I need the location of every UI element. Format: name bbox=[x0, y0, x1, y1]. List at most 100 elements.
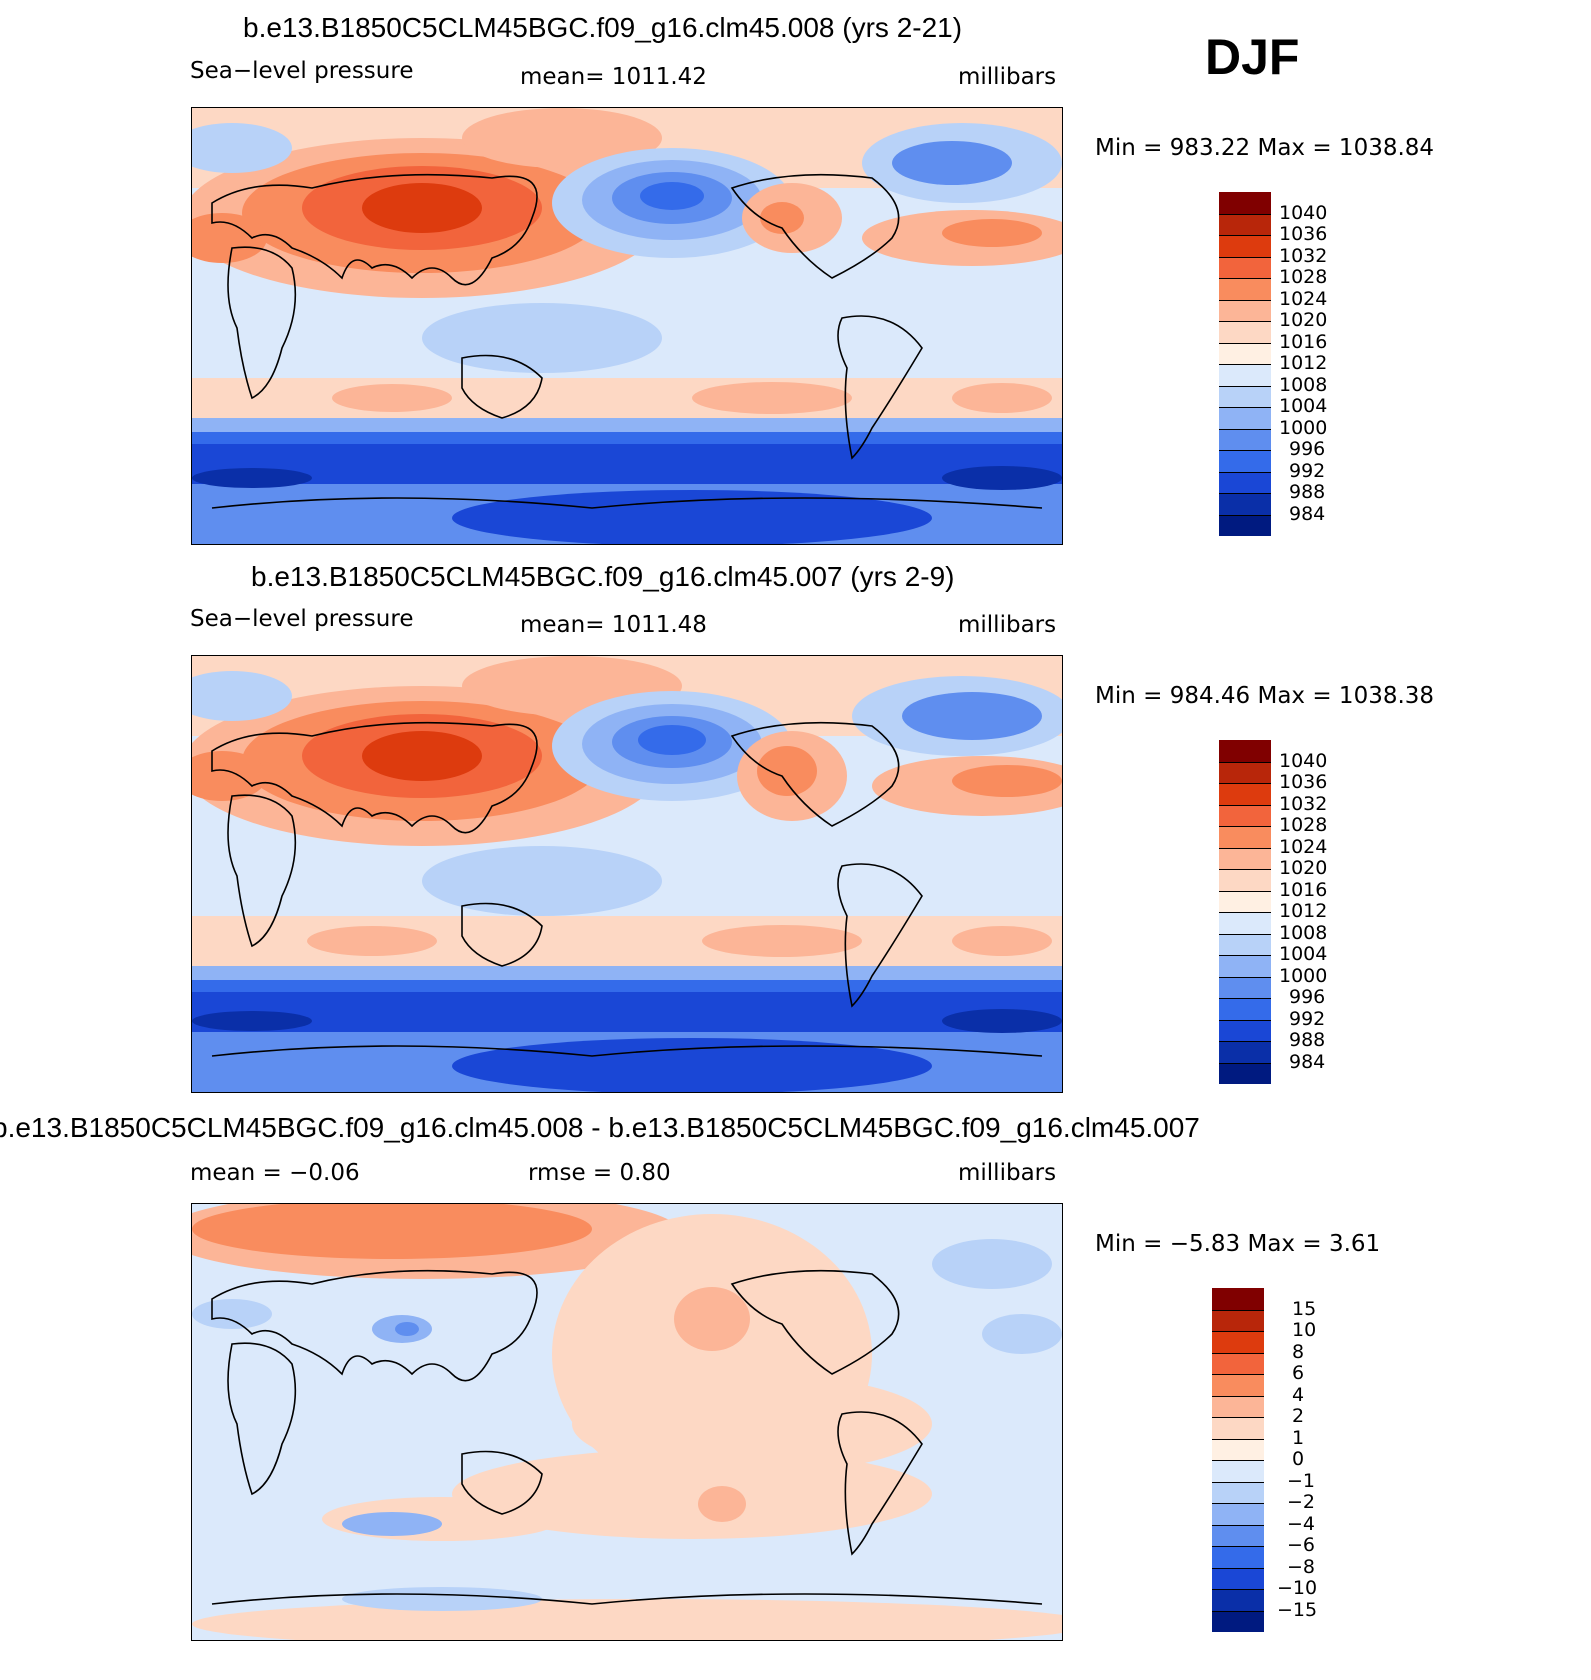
panel2-variable: Sea−level pressure bbox=[190, 606, 414, 632]
panel1-colorbar-label: 1032 bbox=[1279, 245, 1328, 267]
panel2-colorbar-label: 984 bbox=[1289, 1051, 1326, 1073]
panel3-colorbar-label: 2 bbox=[1292, 1405, 1305, 1427]
panel1-colorbar-label: 1000 bbox=[1279, 417, 1328, 439]
panel3-colorbar-label: −1 bbox=[1287, 1470, 1316, 1492]
panel3-units: millibars bbox=[958, 1160, 1057, 1186]
panel2-colorbar-label: 1036 bbox=[1279, 771, 1328, 793]
panel1-colorbar-label: 1004 bbox=[1279, 395, 1328, 417]
colorbar-swatch bbox=[1212, 1460, 1264, 1482]
colorbar-swatch bbox=[1219, 342, 1271, 364]
panel3-colorbar-label: −10 bbox=[1277, 1577, 1318, 1599]
panel2-map-svg bbox=[192, 656, 1062, 1092]
panel1-colorbar-label: 1016 bbox=[1279, 331, 1328, 353]
panel3-map bbox=[191, 1203, 1063, 1641]
colorbar-swatch bbox=[1219, 471, 1271, 493]
colorbar-swatch bbox=[1219, 847, 1271, 869]
panel3-colorbar-label: 0 bbox=[1292, 1448, 1305, 1470]
colorbar-swatch bbox=[1219, 299, 1271, 321]
colorbar-swatch bbox=[1219, 890, 1271, 912]
panel2-title: b.e13.B1850C5CLM45BGC.f09_g16.clm45.007 … bbox=[251, 561, 955, 592]
panel3-colorbar-label: 15 bbox=[1292, 1298, 1317, 1320]
panel1-colorbar-label: 1036 bbox=[1279, 223, 1328, 245]
colorbar-swatch bbox=[1219, 1062, 1271, 1084]
panel2-map bbox=[191, 655, 1063, 1093]
panel1-colorbar-label: 1028 bbox=[1279, 266, 1328, 288]
panel3-rmse: rmse = 0.80 bbox=[528, 1160, 671, 1186]
panel1-variable: Sea−level pressure bbox=[190, 58, 414, 84]
panel3-colorbar-label: 8 bbox=[1292, 1341, 1305, 1363]
colorbar-swatch bbox=[1219, 493, 1271, 515]
panel1-map bbox=[191, 107, 1063, 545]
colorbar-swatch bbox=[1219, 955, 1271, 977]
panel3-colorbar-label: 10 bbox=[1292, 1319, 1317, 1341]
panel1-colorbar-label: 992 bbox=[1289, 460, 1326, 482]
colorbar-swatch bbox=[1212, 1546, 1264, 1568]
panel1-colorbar-label: 988 bbox=[1289, 481, 1326, 503]
panel1-colorbar-label: 984 bbox=[1289, 503, 1326, 525]
colorbar-swatch bbox=[1212, 1610, 1264, 1632]
panel3-colorbar-label: 4 bbox=[1292, 1384, 1305, 1406]
colorbar-swatch bbox=[1219, 740, 1271, 762]
panel3-map-svg bbox=[192, 1204, 1062, 1640]
colorbar-swatch bbox=[1219, 256, 1271, 278]
colorbar-swatch bbox=[1219, 213, 1271, 235]
colorbar-swatch bbox=[1212, 1352, 1264, 1374]
colorbar-swatch bbox=[1219, 1041, 1271, 1063]
colorbar-swatch bbox=[1219, 783, 1271, 805]
colorbar-swatch bbox=[1212, 1288, 1264, 1310]
panel2-colorbar-label: 1024 bbox=[1279, 836, 1328, 858]
panel2-mean: mean= 1011.48 bbox=[520, 612, 707, 638]
colorbar-swatch bbox=[1219, 407, 1271, 429]
panel1-map-svg bbox=[192, 108, 1062, 544]
panel2-colorbar-label: 1040 bbox=[1279, 750, 1328, 772]
colorbar-swatch bbox=[1219, 385, 1271, 407]
panel2-colorbar-label: 1004 bbox=[1279, 943, 1328, 965]
colorbar-swatch bbox=[1219, 278, 1271, 300]
colorbar-swatch bbox=[1212, 1417, 1264, 1439]
panel2-colorbar-label: 988 bbox=[1289, 1029, 1326, 1051]
colorbar-swatch bbox=[1212, 1438, 1264, 1460]
colorbar-swatch bbox=[1219, 869, 1271, 891]
panel3-colorbar-label: −6 bbox=[1287, 1534, 1316, 1556]
panel1-colorbar-label: 1020 bbox=[1279, 309, 1328, 331]
panel2-colorbar-label: 1032 bbox=[1279, 793, 1328, 815]
panel2-colorbar-label: 996 bbox=[1289, 986, 1326, 1008]
panel1-title: b.e13.B1850C5CLM45BGC.f09_g16.clm45.008 … bbox=[243, 12, 963, 43]
panel2-colorbar-label: 1016 bbox=[1279, 879, 1328, 901]
panel3-mean: mean = −0.06 bbox=[190, 1160, 360, 1186]
panel2-units: millibars bbox=[958, 612, 1057, 638]
season-label: DJF bbox=[1205, 29, 1300, 85]
panel1-colorbar-label: 1024 bbox=[1279, 288, 1328, 310]
colorbar-swatch bbox=[1212, 1589, 1264, 1611]
colorbar-swatch bbox=[1219, 321, 1271, 343]
colorbar-swatch bbox=[1219, 826, 1271, 848]
colorbar-swatch bbox=[1219, 976, 1271, 998]
panel1-colorbar-label: 996 bbox=[1289, 438, 1326, 460]
colorbar-swatch bbox=[1219, 428, 1271, 450]
panel1-colorbar-label: 1008 bbox=[1279, 374, 1328, 396]
panel3-colorbar-label: 1 bbox=[1292, 1427, 1305, 1449]
colorbar-swatch bbox=[1212, 1524, 1264, 1546]
colorbar-swatch bbox=[1212, 1395, 1264, 1417]
panel3-title: b.e13.B1850C5CLM45BGC.f09_g16.clm45.008 … bbox=[0, 1112, 1200, 1143]
colorbar-swatch bbox=[1219, 933, 1271, 955]
panel1-colorbar-label: 1040 bbox=[1279, 202, 1328, 224]
colorbar-swatch bbox=[1219, 192, 1271, 214]
colorbar-swatch bbox=[1219, 998, 1271, 1020]
colorbar-swatch bbox=[1212, 1481, 1264, 1503]
colorbar-swatch bbox=[1219, 761, 1271, 783]
colorbar-swatch bbox=[1212, 1331, 1264, 1353]
colorbar-swatch bbox=[1212, 1309, 1264, 1331]
panel2-minmax: Min = 984.46 Max = 1038.38 bbox=[1095, 683, 1435, 709]
panel1-units: millibars bbox=[958, 64, 1057, 90]
colorbar-swatch bbox=[1212, 1567, 1264, 1589]
colorbar-swatch bbox=[1219, 364, 1271, 386]
panel3-colorbar-label: 6 bbox=[1292, 1362, 1305, 1384]
colorbar-swatch bbox=[1212, 1374, 1264, 1396]
panel3-colorbar-label: −2 bbox=[1287, 1491, 1316, 1513]
panel3-minmax: Min = −5.83 Max = 3.61 bbox=[1095, 1231, 1381, 1257]
panel3-colorbar-label: −15 bbox=[1277, 1599, 1318, 1621]
panel2-colorbar-label: 1020 bbox=[1279, 857, 1328, 879]
panel3-colorbar-label: −8 bbox=[1287, 1556, 1316, 1578]
panel1-mean: mean= 1011.42 bbox=[520, 64, 707, 90]
